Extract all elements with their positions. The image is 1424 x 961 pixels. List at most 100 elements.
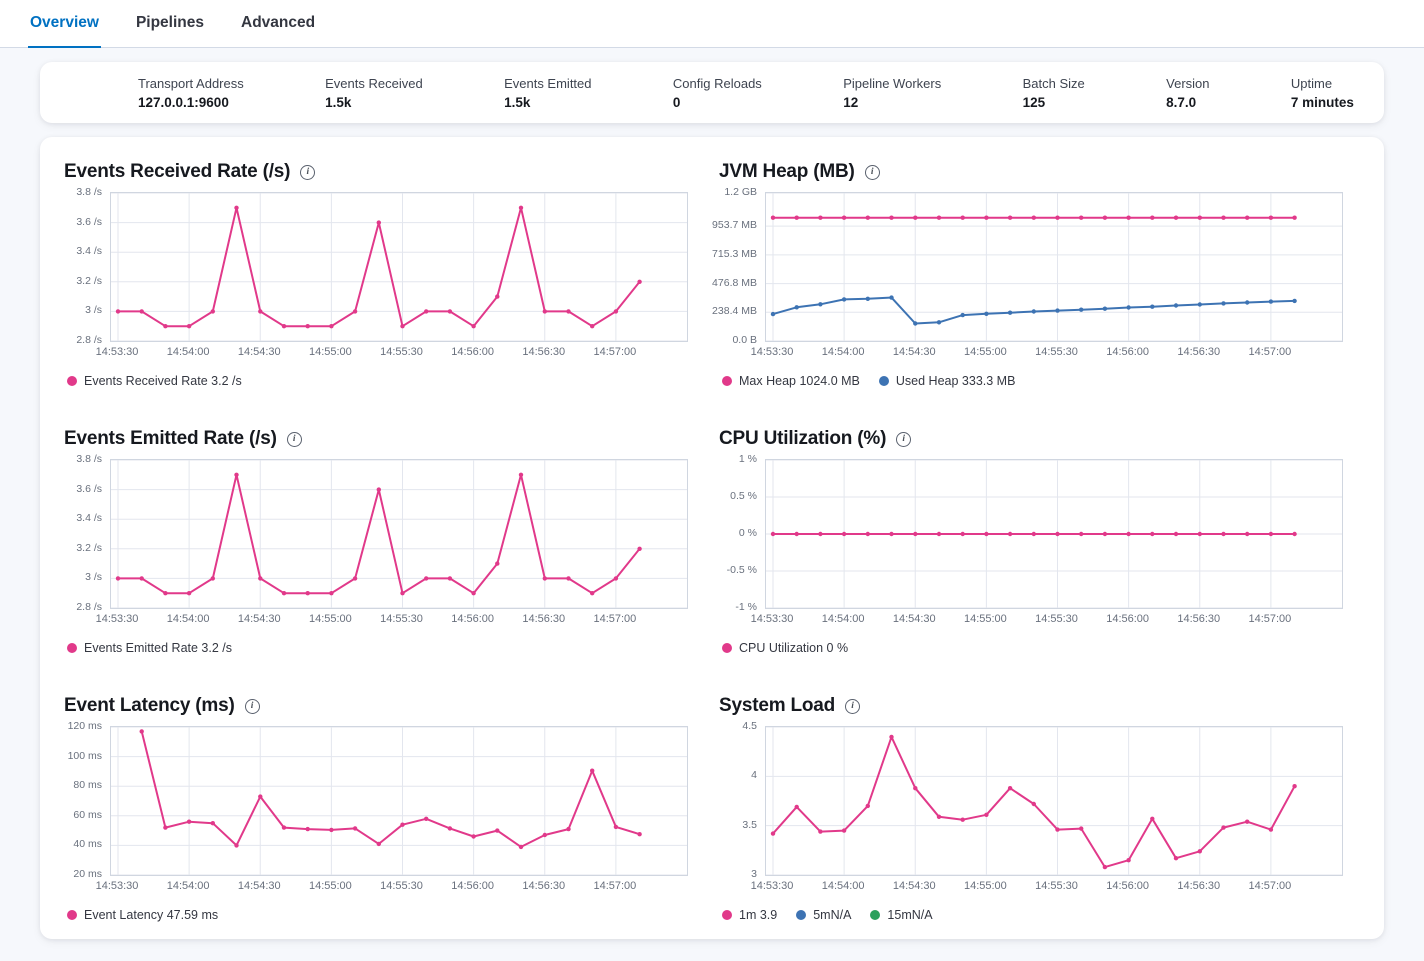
legend-item[interactable]: Used Heap 333.3 MB	[878, 374, 1015, 388]
tab-pipelines[interactable]: Pipelines	[135, 14, 204, 31]
stat-value: 125	[1022, 95, 1046, 110]
y-axis-labels: 2.8 /s 3 /s 3.2 /s 3.4 /s 3.6 /s 3.8 /s	[64, 186, 102, 346]
chart-plot: -1 % -0.5 % 0 % 0.5 % 1 % 14:53:30 14:54:00 14…	[719, 453, 1343, 629]
x-axis-tick-label: 14:57:00	[593, 613, 637, 625]
x-axis-tick-label: 14:55:00	[308, 880, 352, 892]
y-axis-labels: 2.8 /s 3 /s 3.2 /s 3.4 /s 3.6 /s 3.8 /s	[64, 453, 102, 613]
stats-summary-panel: Transport Address 127.0.0.1:9600 Events Re…	[40, 62, 1384, 123]
y-axis-tick-label: 3.2 /s	[76, 541, 102, 554]
chart-jvm-heap: JVM Heap (MB) i 0.0 B 238.4 MB 476.8 MB 715…	[712, 161, 1343, 388]
x-axis-tick-label: 14:54:30	[237, 346, 281, 358]
y-axis-tick-label: 0.0 B	[732, 334, 757, 346]
info-icon[interactable]: i	[845, 698, 861, 714]
info-icon[interactable]: i	[864, 164, 880, 180]
tab-overview[interactable]: Overview	[28, 0, 101, 48]
x-axis-tick-label: 14:57:00	[1248, 880, 1292, 892]
x-axis-tick-label: 14:56:00	[451, 613, 495, 625]
chart-cpu-utilization: CPU Utilization (%) i -1 % -0.5 % 0 % 0.5 %…	[719, 428, 1343, 655]
y-axis-tick-label: 40 ms	[73, 838, 102, 851]
x-axis-tick-label: 14:55:00	[963, 613, 1007, 625]
legend-dot-icon	[870, 910, 881, 920]
y-axis-tick-label: 3.6 /s	[76, 482, 102, 495]
x-axis-labels: 14:53:30 14:54:00 14:54:30 14:55:00 14:55:30…	[751, 346, 1343, 362]
legend-item[interactable]: 15mN/A	[870, 908, 933, 922]
x-axis-labels: 14:53:30 14:54:00 14:54:30 14:55:00 14:55:30…	[96, 880, 688, 896]
x-axis-tick-label: 14:56:30	[522, 880, 566, 892]
chart-plot-area[interactable]	[110, 459, 688, 609]
y-axis-labels: 3 3.5 4 4.5	[719, 720, 757, 880]
y-axis-tick-label: 715.3 MB	[712, 247, 757, 260]
x-axis-labels: 14:53:30 14:54:00 14:54:30 14:55:00 14:55:30…	[751, 880, 1343, 896]
legend-item[interactable]: 5mN/A	[796, 908, 851, 922]
chart-title: Events Received Rate (/s)	[64, 161, 291, 182]
chart-plot-area[interactable]	[765, 726, 1343, 876]
x-axis-tick-label: 14:56:30	[522, 613, 566, 625]
info-icon[interactable]: i	[896, 431, 912, 447]
y-axis-tick-label: 3.6 /s	[76, 215, 102, 228]
chart-plot-area[interactable]	[110, 192, 688, 342]
legend-item[interactable]: Events Received Rate 3.2 /s	[67, 374, 242, 388]
y-axis-tick-label: 4.5	[742, 720, 757, 732]
chart-title: Event Latency (ms)	[64, 695, 235, 716]
stat-value: 1.5k	[325, 95, 352, 110]
stat-transport-address: Transport Address 127.0.0.1:9600	[138, 76, 244, 110]
y-axis-tick-label: 3.2 /s	[76, 274, 102, 287]
stat-uptime: Uptime 7 minutes	[1291, 76, 1354, 110]
y-axis-tick-label: 3 /s	[85, 304, 102, 317]
stat-label: Config Reloads	[672, 76, 762, 91]
y-axis-tick-label: 1.2 GB	[724, 186, 757, 198]
y-axis-tick-label: 0.5 %	[730, 490, 757, 502]
x-axis-tick-label: 14:55:00	[308, 613, 352, 625]
x-axis-tick-label: 14:53:30	[750, 346, 794, 358]
x-axis-labels: 14:53:30 14:54:00 14:54:30 14:55:00 14:55:30…	[96, 613, 688, 629]
stat-label: Events Emitted	[504, 76, 592, 91]
stat-label: Events Received	[325, 76, 423, 91]
x-axis-tick-label: 14:57:00	[593, 880, 637, 892]
chart-plot-area[interactable]	[110, 726, 688, 876]
legend-item[interactable]: Max Heap 1024.0 MB	[722, 374, 860, 388]
y-axis-tick-label: 238.4 MB	[712, 305, 757, 318]
chart-plot: 20 ms 40 ms 60 ms 80 ms 100 ms 120 ms 14:53:3…	[64, 720, 688, 896]
y-axis-tick-label: 0 %	[738, 527, 757, 539]
x-axis-tick-label: 14:57:00	[1248, 613, 1292, 625]
chart-events-received-rate: Events Received Rate (/s) i 2.8 /s 3 /s 3.…	[64, 161, 688, 388]
legend-item[interactable]: Event Latency 47.59 ms	[67, 908, 218, 922]
info-icon[interactable]: i	[286, 431, 302, 447]
chart-system-load: System Load i 3 3.5 4 4.5 14:53:30 14:54:00 1…	[719, 695, 1343, 922]
stat-value: 7 minutes	[1290, 95, 1354, 110]
chart-event-latency: Event Latency (ms) i 20 ms 40 ms 60 ms 80 m…	[64, 695, 688, 922]
y-axis-tick-label: 3 /s	[85, 571, 102, 584]
legend-dot-icon	[722, 376, 732, 386]
tab-advanced[interactable]: Advanced	[241, 14, 316, 31]
x-axis-tick-label: 14:54:30	[237, 613, 281, 625]
info-icon[interactable]: i	[244, 698, 260, 714]
legend-dot-icon	[67, 910, 77, 920]
x-axis-tick-label: 14:56:00	[1106, 880, 1150, 892]
chart-legend: 1m 3.9 5mN/A 15mN/A	[722, 908, 1343, 922]
legend-dot-icon	[878, 376, 889, 386]
stat-value: 127.0.0.1:9600	[138, 95, 229, 110]
x-axis-tick-label: 14:55:00	[308, 346, 352, 358]
y-axis-tick-label: 2.8 /s	[76, 601, 102, 613]
chart-plot-area[interactable]	[765, 192, 1343, 342]
legend-item[interactable]: 1m 3.9	[722, 908, 777, 922]
info-icon[interactable]: i	[300, 164, 316, 180]
chart-plot-area[interactable]	[765, 459, 1343, 609]
legend-dot-icon	[796, 910, 807, 920]
legend-item[interactable]: Events Emitted Rate 3.2 /s	[67, 641, 232, 655]
charts-panel: Events Received Rate (/s) i 2.8 /s 3 /s 3.…	[40, 137, 1384, 939]
legend-item[interactable]: CPU Utilization 0 %	[722, 641, 848, 655]
chart-legend: CPU Utilization 0 %	[722, 641, 1343, 655]
chart-title: System Load	[719, 695, 836, 716]
y-axis-tick-label: 60 ms	[73, 808, 102, 821]
stat-value: 1.5k	[504, 95, 531, 110]
y-axis-tick-label: 3.4 /s	[76, 245, 102, 258]
legend-dot-icon	[67, 643, 77, 653]
chart-title-row: JVM Heap (MB) i	[719, 161, 1343, 183]
x-axis-labels: 14:53:30 14:54:00 14:54:30 14:55:00 14:55:30…	[751, 613, 1343, 629]
x-axis-tick-label: 14:53:30	[95, 346, 139, 358]
stat-label: Pipeline Workers	[843, 76, 942, 91]
chart-plot: 2.8 /s 3 /s 3.2 /s 3.4 /s 3.6 /s 3.8 /s 14:53…	[64, 453, 688, 629]
y-axis-labels: -1 % -0.5 % 0 % 0.5 % 1 %	[719, 453, 757, 613]
y-axis-tick-label: 1 %	[738, 453, 757, 465]
